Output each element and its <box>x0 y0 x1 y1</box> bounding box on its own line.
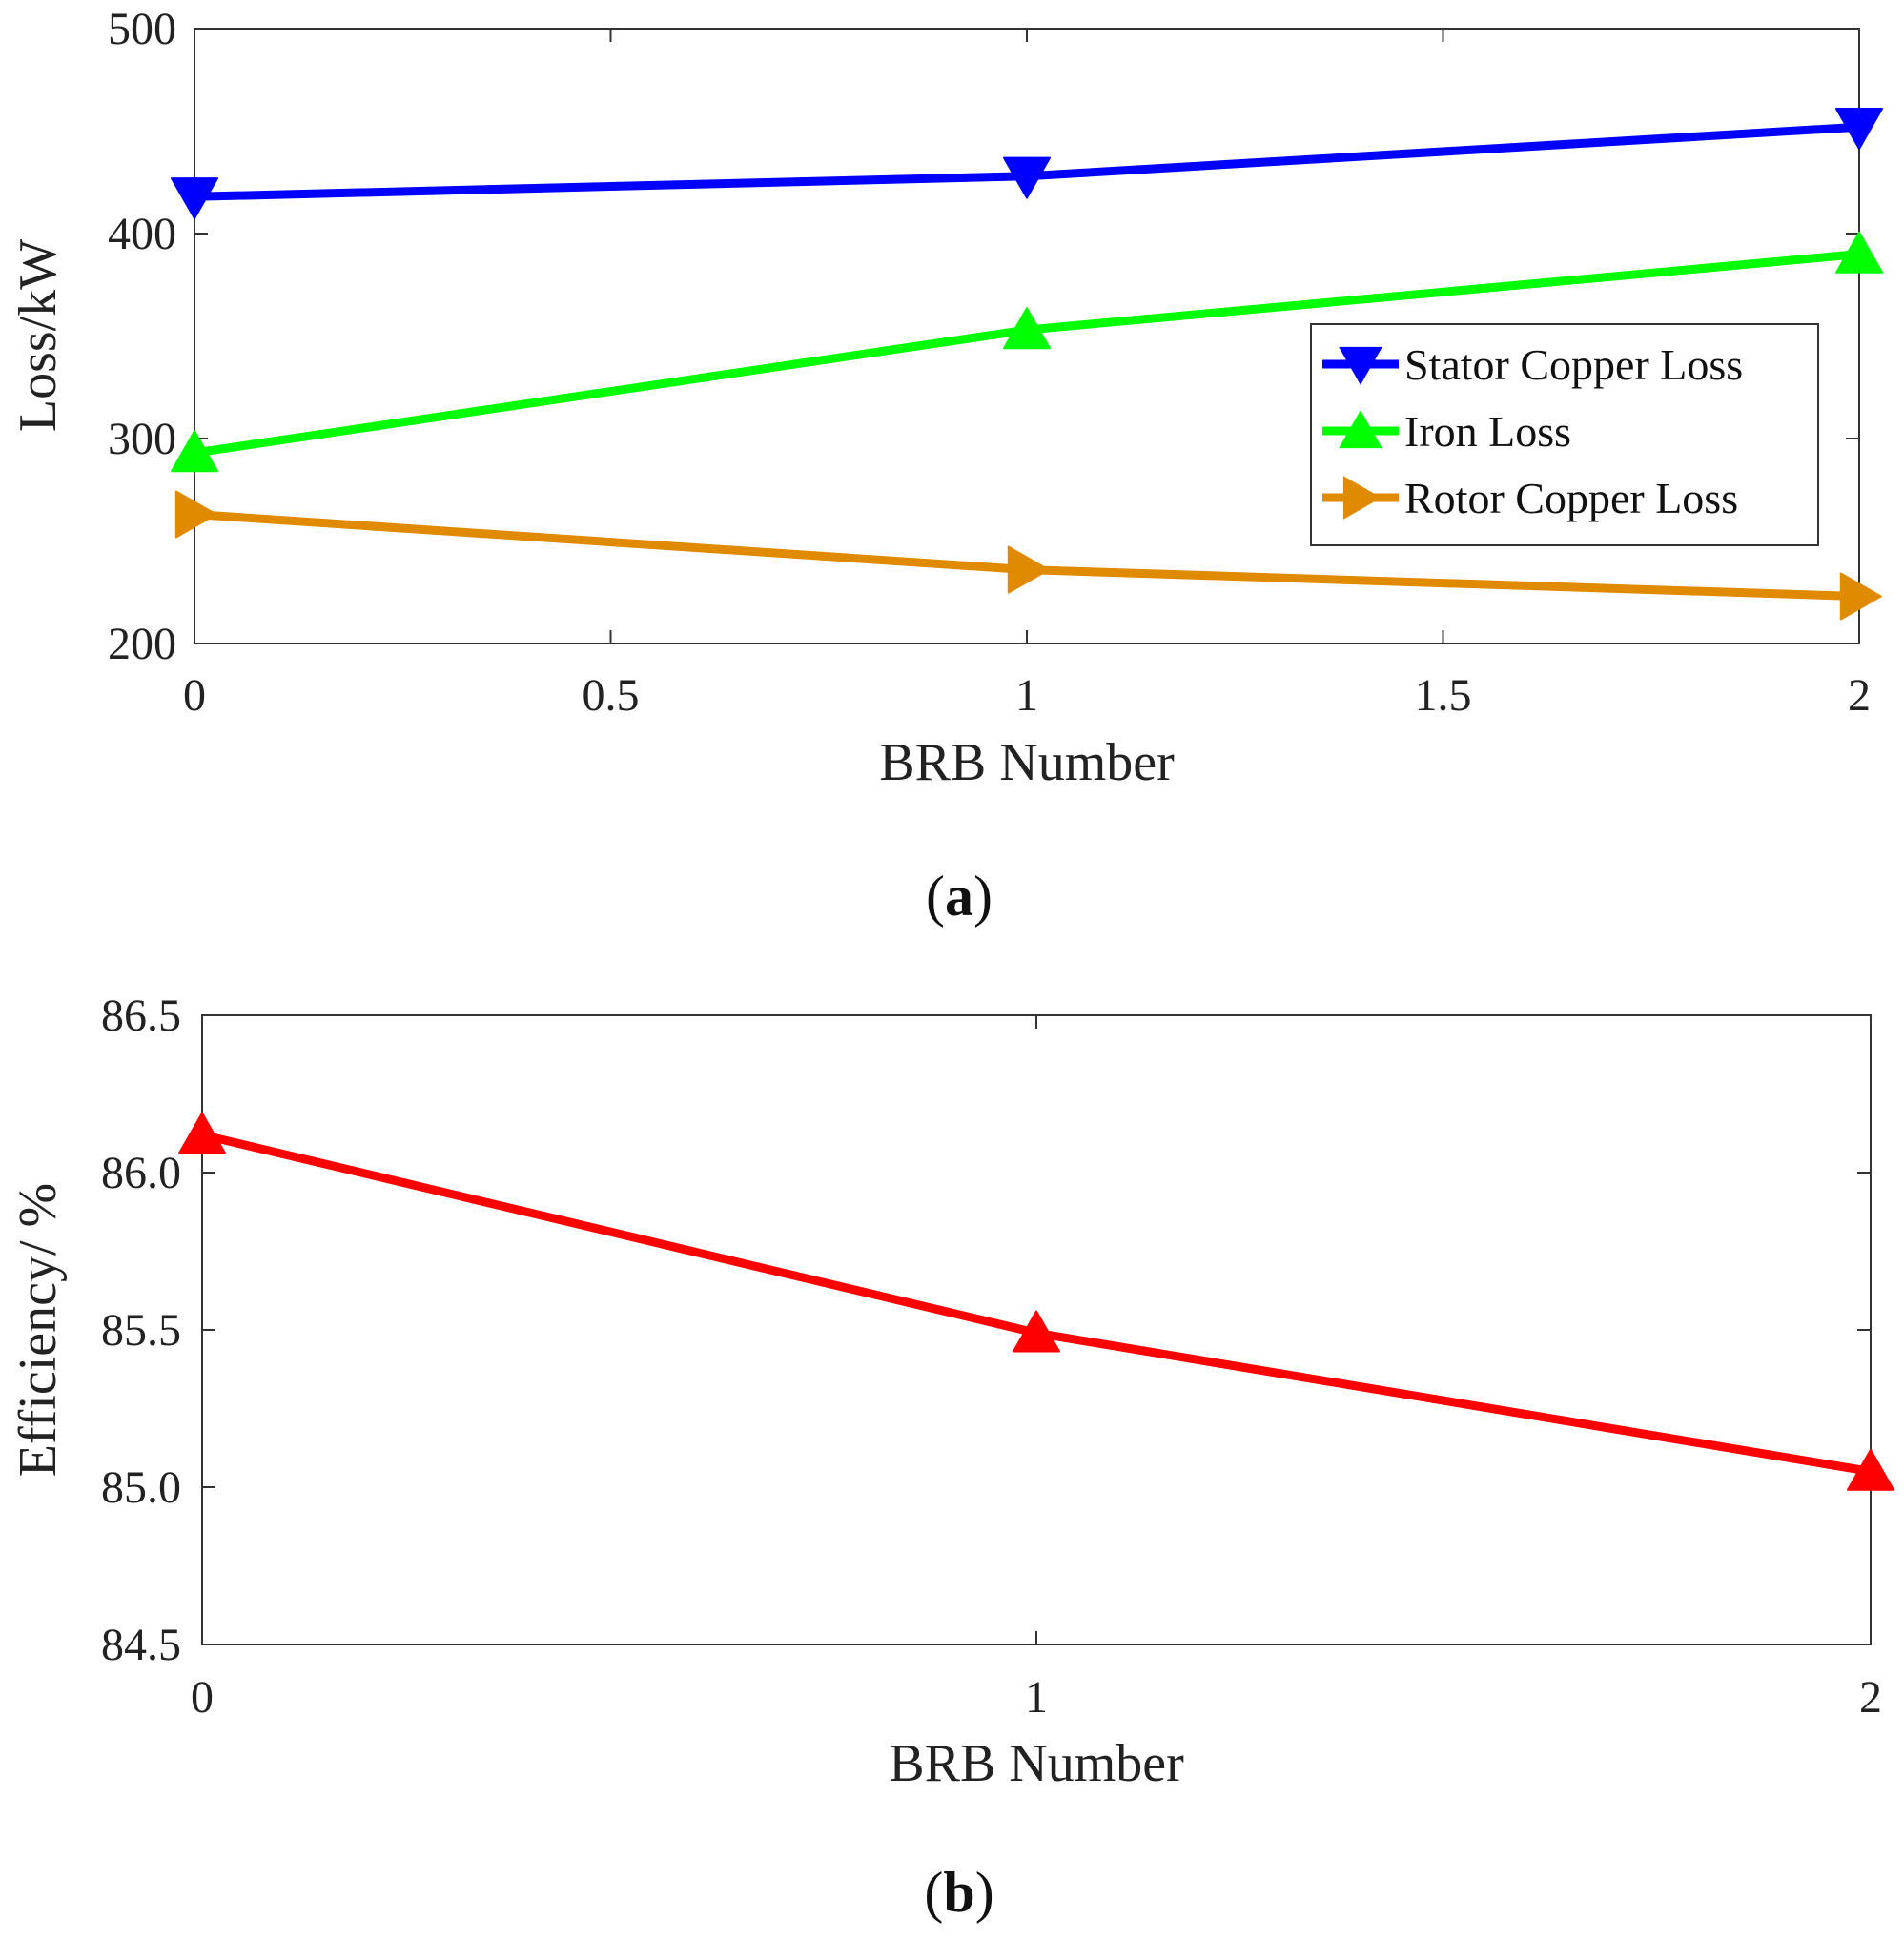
data-point-rotor-copper-loss <box>174 490 217 539</box>
y-tick-label: 300 <box>108 414 176 464</box>
y-tick-label: 200 <box>108 619 176 669</box>
data-point-iron-loss <box>171 430 218 473</box>
caption-a-text: (a) <box>926 865 993 928</box>
legend-marker-stator-copper-loss <box>1339 346 1382 385</box>
x-tick-label: 2 <box>1859 1672 1882 1723</box>
y-tick-label: 500 <box>108 4 176 54</box>
y-axis-title: Efficiency/ % <box>9 1183 68 1477</box>
legend-label-rotor-copper-loss: Rotor Copper Loss <box>1404 474 1738 522</box>
y-tick-label: 400 <box>108 209 176 259</box>
legend: Stator Copper Loss Iron Loss Rotor Copper … <box>1310 323 1819 546</box>
legend-marker-rotor-copper-loss <box>1342 476 1382 520</box>
data-point-stator-copper-loss <box>171 177 218 220</box>
x-tick-label: 0 <box>183 670 206 721</box>
data-point-stator-copper-loss <box>1835 108 1883 150</box>
chart-panel-b: 0 1 2 84.5 85.0 85.5 86.0 86.5 BRB Number Efficie… <box>9 990 1894 1793</box>
caption-a: (a) <box>926 865 993 928</box>
legend-marker-iron-loss <box>1339 410 1382 449</box>
data-point-efficiency <box>1013 1310 1060 1353</box>
x-tick-label: 2 <box>1848 670 1871 721</box>
data-point-stator-copper-loss <box>1003 156 1051 199</box>
legend-label-iron-loss: Iron Loss <box>1404 407 1571 456</box>
data-point-rotor-copper-loss <box>1839 572 1882 621</box>
caption-b-text: (b) <box>924 1861 993 1924</box>
data-point-iron-loss <box>1003 307 1051 350</box>
y-tick-label: 86.0 <box>101 1148 181 1198</box>
x-axis-title: BRB Number <box>879 733 1175 792</box>
data-point-rotor-copper-loss <box>1007 545 1050 594</box>
y-tick-label: 85.0 <box>101 1462 181 1513</box>
x-tick-label: 1 <box>1015 670 1038 721</box>
y-axis-title: Loss/kW <box>9 239 68 432</box>
series-line-efficiency <box>197 1130 1875 1476</box>
caption-b: (b) <box>924 1861 993 1924</box>
data-point-efficiency <box>1847 1448 1894 1491</box>
y-tick-label: 84.5 <box>101 1620 181 1670</box>
chart-panel-a: 0 0.5 1 1.5 2 200 300 400 500 BRB Number Loss/kW St… <box>9 4 1883 792</box>
y-tick-label: 85.5 <box>101 1305 181 1356</box>
x-axis-title: BRB Number <box>889 1734 1184 1793</box>
legend-label-stator-copper-loss: Stator Copper Loss <box>1404 340 1743 389</box>
x-tick-label: 0.5 <box>583 670 640 721</box>
data-point-iron-loss <box>1835 231 1883 274</box>
x-tick-label: 1.5 <box>1415 670 1472 721</box>
x-tick-label: 0 <box>191 1672 214 1723</box>
data-point-efficiency <box>178 1112 226 1154</box>
x-tick-label: 1 <box>1025 1672 1048 1723</box>
y-tick-label: 86.5 <box>101 990 181 1041</box>
